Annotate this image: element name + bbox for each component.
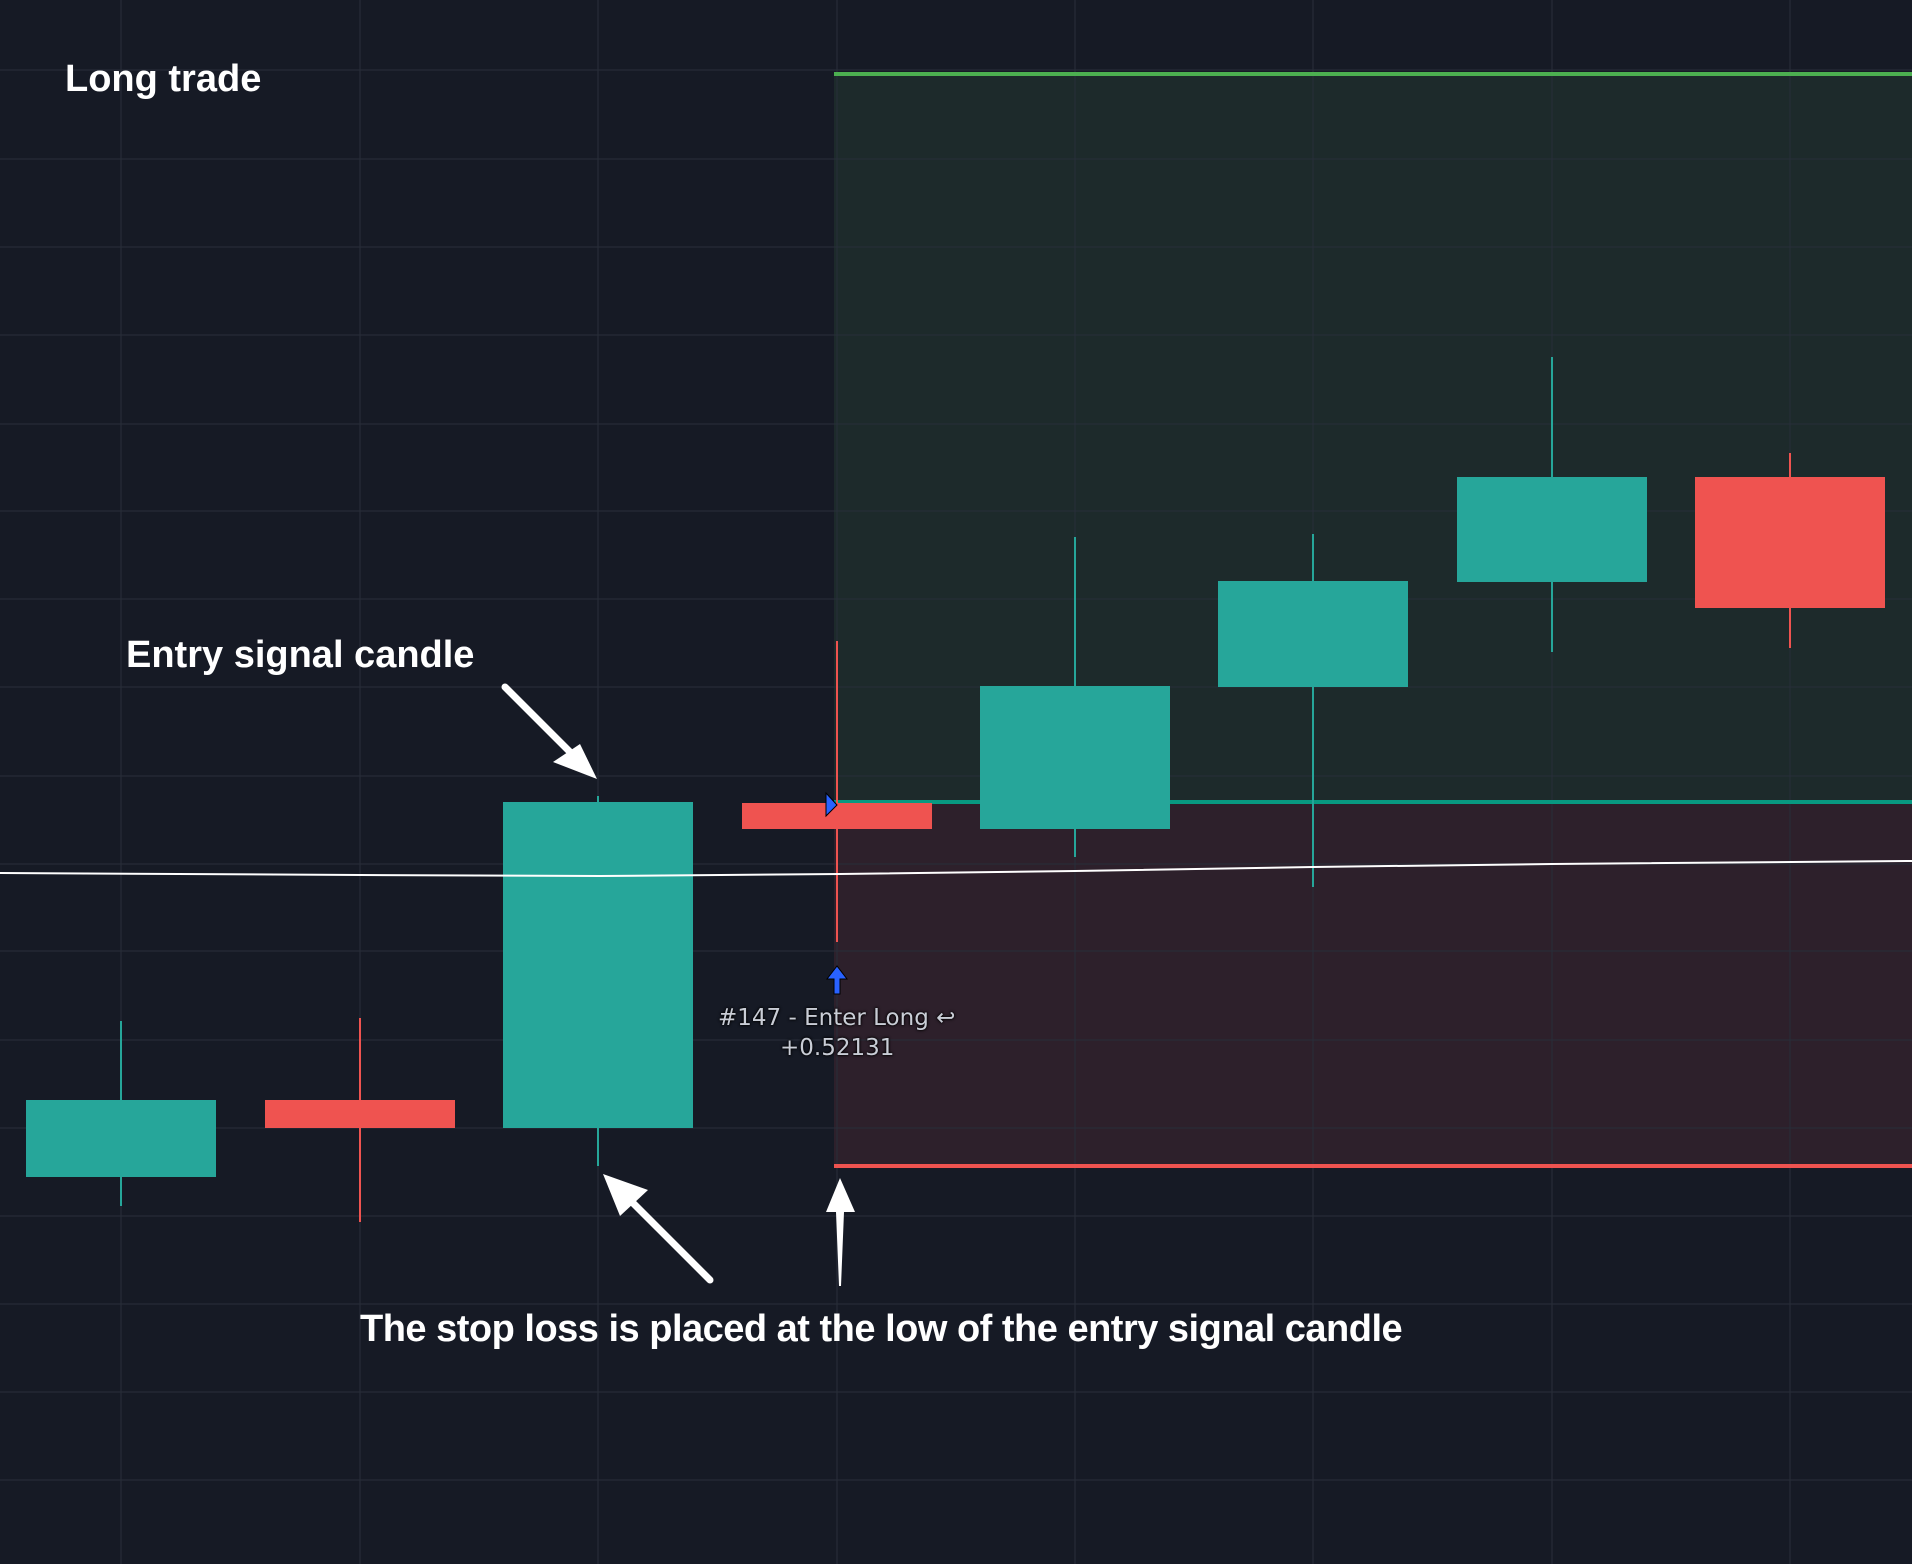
candle-bull[interactable] (503, 796, 693, 1166)
candle-body (265, 1100, 455, 1128)
trade-pnl-value: +0.52131 (780, 1035, 895, 1061)
arrow-down-right-icon (501, 683, 597, 779)
candle-bear[interactable] (1695, 453, 1885, 648)
arrow-up-left-icon (603, 1174, 714, 1284)
candle-body (1218, 581, 1408, 687)
candle-body (980, 686, 1170, 829)
chart-title: Long trade (65, 58, 262, 100)
entry-triangle-icon (825, 791, 838, 818)
candle-wick (1312, 534, 1314, 887)
candle-wick (836, 641, 838, 942)
loss-zone (834, 802, 1912, 1166)
candle-bear[interactable] (265, 1018, 455, 1222)
candle-body (1695, 477, 1885, 608)
moving-average-line (0, 860, 1912, 878)
candle-body (742, 803, 932, 829)
trade-marker-label[interactable]: #147 - Enter Long ↩ (718, 1005, 956, 1031)
candle-body (26, 1100, 216, 1177)
candle-body (1457, 477, 1647, 582)
stop-loss-caption: The stop loss is placed at the low of th… (360, 1308, 1403, 1350)
candle-bull[interactable] (1218, 534, 1408, 887)
entry-signal-label: Entry signal candle (126, 634, 475, 676)
arrow-up-icon (826, 1178, 855, 1286)
candle-bull[interactable] (1457, 357, 1647, 652)
candle-body (503, 802, 693, 1128)
candle-bull[interactable] (26, 1021, 216, 1206)
candles (26, 357, 1885, 1222)
candle-bear[interactable] (742, 641, 932, 942)
candle-bull[interactable] (980, 537, 1170, 857)
entry-arrow-up-icon[interactable] (825, 965, 849, 995)
